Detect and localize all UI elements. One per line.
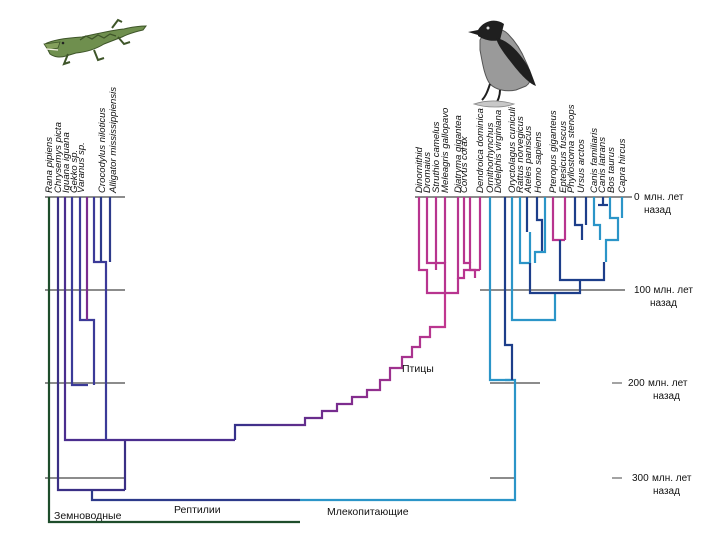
group-labels: Земноводные Рептилии Млекопитающие Птицы	[54, 363, 434, 522]
taxa_left-label: Chrysemys picta	[53, 122, 64, 193]
taxa_mammals-label: Ornithorhynchus	[485, 122, 496, 193]
taxa_mammals-label: Homo sapiens	[533, 131, 544, 193]
taxa_mammals-label: Rattus norvegicus	[515, 116, 526, 193]
taxa_birds-label: Dendroica dominica	[475, 108, 486, 193]
label-mammals: Млекопитающие	[327, 506, 409, 518]
taxa_left-label: Rana pipiens	[44, 137, 55, 193]
time-label-100-unit2: назад	[650, 298, 677, 309]
reptile-mammal-connector	[90, 378, 517, 522]
time-label-0-value: 0	[634, 192, 640, 203]
bird-branches	[417, 197, 482, 295]
taxa_mammals-label: Oryctolagus cuniculi	[507, 106, 518, 193]
time-label-300-unit2: назад	[653, 486, 680, 497]
taxa_left-label: Gekko sp.	[69, 150, 80, 193]
taxa_left-label: Alligator mississippiensis	[108, 87, 119, 194]
time-label-0-unit2: назад	[644, 205, 671, 216]
time-label-300-unit: млн. лет	[652, 473, 692, 484]
taxa_mammals-label: Didelphis virginiana	[493, 110, 504, 193]
time-label-0-unit: млн. лет	[644, 192, 684, 203]
time-label-300-value: 300	[632, 473, 649, 484]
amphibian-branch	[47, 197, 300, 524]
taxa_mammals-label: Ursus arctos	[576, 139, 587, 193]
crow-illustration	[468, 20, 536, 108]
taxa_mammals-label: Phyllostoma stenops	[566, 104, 577, 193]
taxa_birds-label: Struthio camelus	[431, 121, 442, 193]
taxa_birds-label: Corvus corax	[459, 135, 470, 193]
taxa_mammals-label: Pteropus giganteus	[548, 110, 559, 193]
taxa_mammals-label: Ateles paniscus	[523, 126, 534, 194]
taxa_birds-label: Dromaius	[422, 152, 433, 193]
label-amphibians: Земноводные	[54, 510, 122, 522]
taxa_birds-label: Diatryma gigantea	[453, 115, 464, 193]
time-axis-labels: 0 млн. лет назад 100 млн. лет назад 200 …	[612, 192, 693, 497]
bird-stem	[233, 293, 447, 440]
time-label-200-unit: млн. лет	[648, 378, 688, 389]
time-label-200-unit2: назад	[653, 391, 680, 402]
mammal-branches	[488, 197, 624, 382]
taxa_birds-label: Meleagris gallopavo	[440, 107, 451, 193]
taxa_left-label: Varanus sp.	[76, 142, 87, 193]
taxa_left-label: Crocodylus niloticus	[97, 107, 108, 193]
taxa_mammals-label: Canis familiaris	[589, 128, 600, 193]
time-label-200-value: 200	[628, 378, 645, 389]
taxa_mammals-label: Capra hircus	[617, 138, 628, 193]
label-reptiles: Рептилии	[174, 504, 221, 516]
taxa_mammals-label: Canis latrans	[597, 137, 608, 193]
taxa_birds-label: Dinornithid	[414, 146, 425, 193]
taxa_left-label: Iguana iguana	[61, 132, 72, 193]
reptile-branches	[56, 197, 235, 492]
taxa_mammals-label: Eptesicus fuscus	[558, 121, 569, 193]
taxa_mammals-label: Bos taurus	[606, 147, 617, 193]
time-label-100-unit: 100 млн. лет	[634, 285, 693, 296]
label-birds: Птицы	[402, 363, 434, 375]
crocodile-illustration	[43, 18, 148, 66]
